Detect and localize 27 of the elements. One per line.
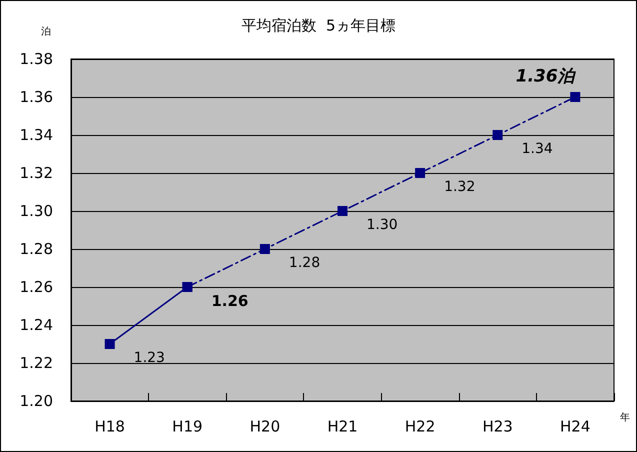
x-tick-label: H18: [94, 418, 125, 436]
y-tick-label: 1.28: [20, 240, 53, 258]
y-tick-label: 1.34: [20, 126, 53, 144]
y-tick-label: 1.26: [20, 278, 53, 296]
data-label: 1.23: [134, 350, 165, 366]
data-label: 1.34: [522, 141, 553, 157]
chart-title: 平均宿泊数 5ヵ年目標: [241, 16, 396, 34]
x-tick-label: H21: [327, 418, 358, 436]
x-tick-label: H22: [404, 418, 436, 436]
x-tick-label: H20: [250, 418, 280, 436]
x-tick-label: H19: [172, 418, 203, 436]
data-label: 1.32: [444, 179, 476, 195]
data-label: 1.30: [366, 217, 398, 233]
y-tick-label: 1.24: [20, 316, 53, 334]
data-label: 1.26: [211, 292, 248, 310]
y-tick-label: 1.36: [20, 88, 53, 106]
x-tick-label: H24: [560, 418, 590, 436]
data-label: 1.36泊: [516, 66, 577, 86]
y-tick-label: 1.38: [20, 50, 53, 68]
y-tick-label: 1.22: [20, 354, 53, 372]
y-tick-label: 1.30: [20, 202, 53, 220]
y-tick-label: 1.32: [20, 164, 53, 182]
data-label: 1.28: [288, 255, 320, 271]
x-tick-label: H23: [482, 418, 513, 436]
y-tick-label: 1.20: [20, 392, 53, 410]
x-axis-title: 年: [620, 412, 630, 424]
y-axis-title: 泊: [41, 26, 51, 38]
